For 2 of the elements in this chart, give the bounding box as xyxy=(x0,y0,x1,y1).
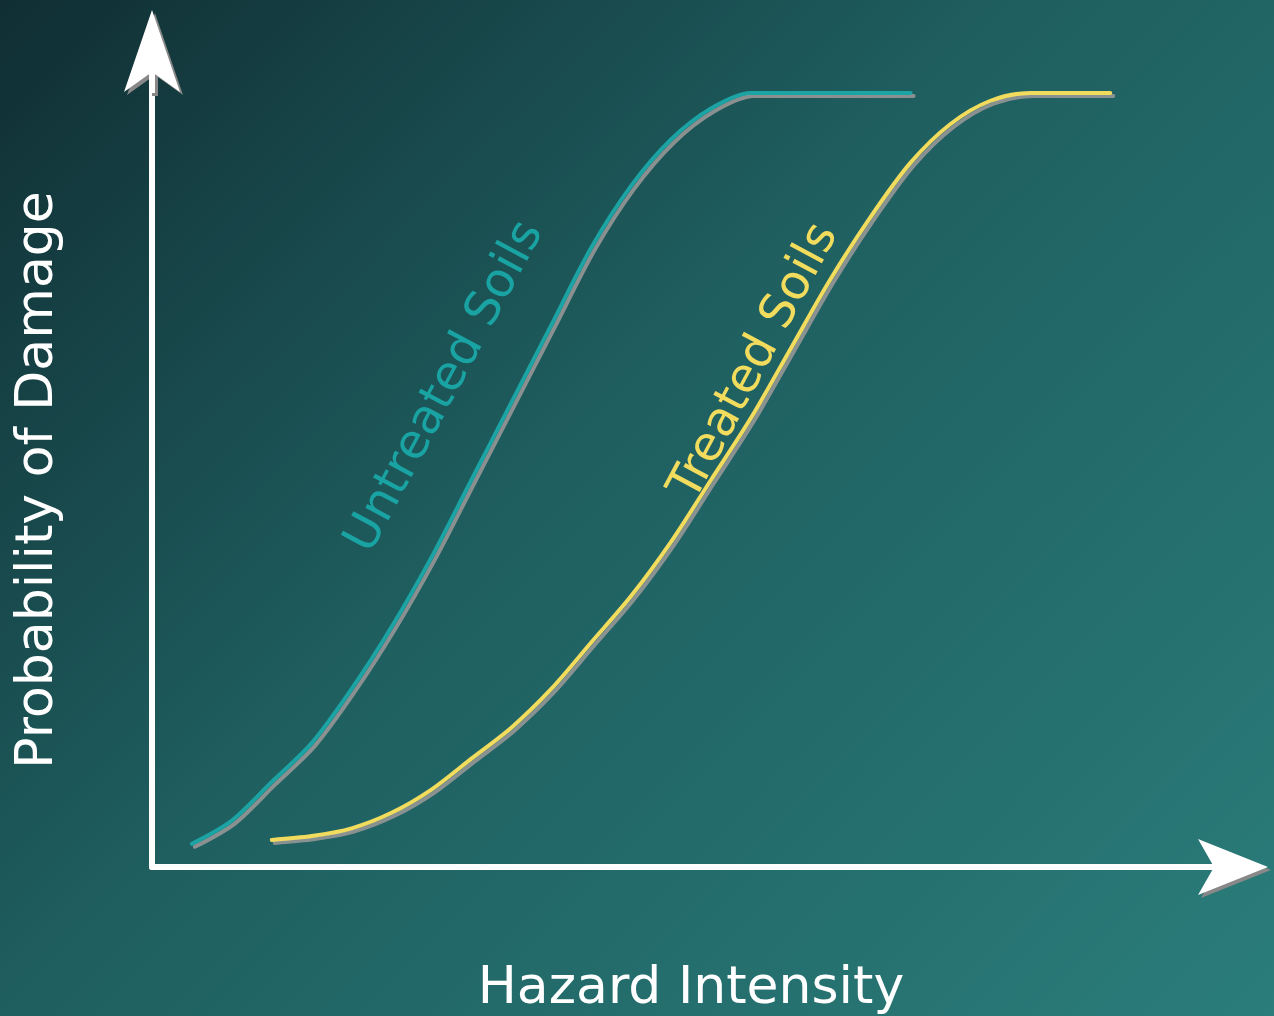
y-axis-title: Probability of Damage xyxy=(4,191,64,769)
x-axis-title: Hazard Intensity xyxy=(477,955,905,1015)
